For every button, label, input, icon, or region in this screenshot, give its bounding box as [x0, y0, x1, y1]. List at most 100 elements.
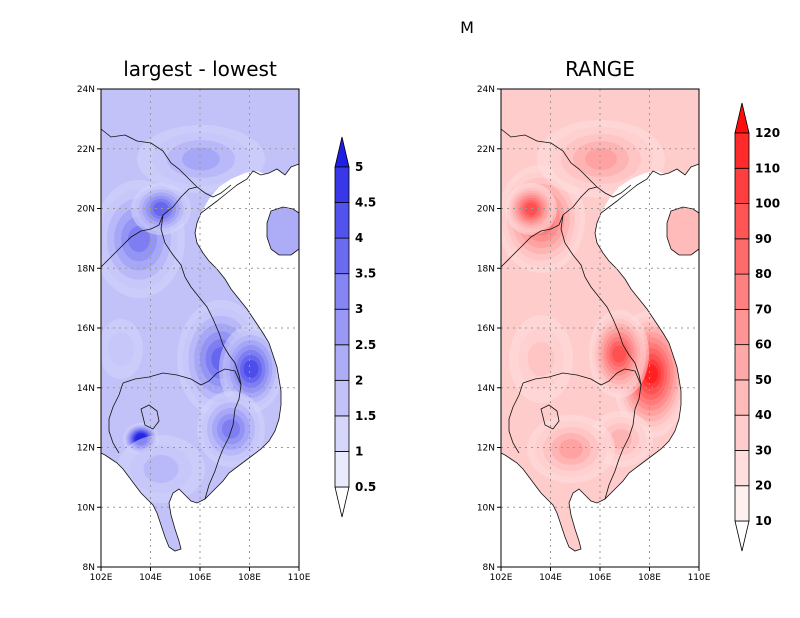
colorbar-segment	[334, 415, 350, 452]
hainan-island	[666, 206, 700, 256]
y-tick-label: 20N	[77, 205, 95, 215]
colorbar-label: 20	[755, 479, 772, 493]
field-contour	[243, 360, 259, 378]
x-tick-label: 104E	[539, 573, 562, 583]
colorbar-segment	[734, 132, 750, 169]
colorbar-label: 3	[355, 302, 363, 316]
y-tick-label: 8N	[83, 563, 95, 573]
border-line	[204, 408, 236, 500]
colorbar-segment	[334, 273, 350, 310]
figure-supertitle: M	[460, 18, 474, 37]
x-axis-ticks: 102E 104E 106E 108E 110E	[490, 567, 711, 583]
colorbar-label: 1.5	[355, 409, 376, 423]
y-tick-label: 8N	[483, 563, 495, 573]
y-tick-label: 18N	[77, 264, 95, 274]
border-line	[500, 128, 632, 198]
colorbar-label: 60	[755, 338, 772, 352]
field-contour	[182, 147, 220, 171]
gulf-of-tonkin	[197, 171, 293, 267]
map-field	[100, 88, 300, 552]
border-line	[508, 382, 524, 454]
colorbar-segment	[334, 237, 350, 275]
x-tick-label: 104E	[139, 573, 162, 583]
x-axis-ticks: 102E 104E 106E 108E 110E	[90, 567, 311, 583]
x-tick-label: 110E	[688, 573, 711, 583]
x-tick-label: 106E	[189, 573, 212, 583]
border-line	[604, 408, 636, 500]
colorbar-label: 90	[755, 232, 772, 246]
colorbar-segment	[734, 308, 750, 346]
colorbar-max-arrow	[734, 102, 750, 134]
y-tick-label: 24N	[77, 85, 95, 95]
colorbar-segment	[334, 166, 350, 203]
border-line	[540, 404, 560, 430]
colorbar-label: 50	[755, 373, 772, 387]
colorbar-label: 0.5	[355, 480, 376, 494]
y-tick-label: 12N	[477, 444, 495, 454]
field-contour	[585, 148, 617, 170]
colorbar-label: 40	[755, 408, 772, 422]
panel-title: RANGE	[565, 57, 635, 81]
panel-title: largest - lowest	[123, 57, 277, 81]
colorbar-segment	[334, 344, 350, 381]
colorbar-label: 4	[355, 231, 363, 245]
field-contour	[643, 364, 659, 384]
colorbar-segment	[734, 273, 750, 310]
colorbar: 10 20 30 40 50 60 70 80 90 100 110 120	[734, 102, 780, 552]
panel-largest-lowest: largest - lowest 102E 104E 106E 108E 110E 24…	[77, 57, 376, 583]
colorbar-segment	[734, 379, 750, 416]
colorbar-label: 4.5	[355, 196, 376, 210]
gulf-of-tonkin	[597, 171, 693, 267]
border-line	[160, 214, 242, 410]
border-line	[100, 186, 198, 268]
y-tick-label: 16N	[77, 324, 95, 334]
country-borders	[100, 128, 242, 500]
border-line	[100, 128, 232, 198]
field-contour	[143, 455, 179, 483]
colorbar-segment	[334, 379, 350, 417]
field-contour	[108, 332, 134, 366]
colorbar-label: 100	[755, 197, 780, 211]
coastline	[100, 88, 300, 552]
field-contour	[610, 429, 632, 449]
map-gridlines	[501, 89, 699, 567]
border-line	[108, 382, 124, 454]
y-tick-label: 18N	[477, 264, 495, 274]
border-line	[500, 186, 598, 268]
x-tick-label: 110E	[288, 573, 311, 583]
colorbar-label: 110	[755, 161, 780, 175]
field-contour	[527, 341, 555, 377]
field-contour	[128, 225, 150, 253]
colorbar-min-arrow	[334, 486, 350, 518]
coastline	[500, 88, 700, 552]
colorbar-label: 30	[755, 443, 772, 457]
y-tick-label: 22N	[77, 145, 95, 155]
border-line	[122, 368, 242, 386]
panel-range: RANGE 102E 104E 106E 108E 110E 24N 22N 20N 18N 1…	[477, 57, 780, 583]
field-contour	[612, 345, 626, 363]
colorbar-label: 120	[755, 126, 780, 140]
border-line	[560, 214, 642, 410]
y-tick-label: 14N	[477, 384, 495, 394]
colorbar-label: 5	[355, 160, 363, 174]
field-contour	[222, 419, 240, 439]
x-tick-label: 106E	[589, 573, 612, 583]
y-axis-ticks: 24N 22N 20N 18N 16N 14N 12N 10N 8N	[77, 85, 101, 573]
colorbar-segment	[734, 238, 750, 275]
y-tick-label: 10N	[77, 503, 95, 513]
colorbar-max-arrow	[334, 136, 350, 168]
colorbar-label: 3.5	[355, 267, 376, 281]
colorbar-segment	[734, 344, 750, 381]
y-tick-label: 22N	[477, 145, 495, 155]
colorbar-label: 70	[755, 302, 772, 316]
colorbar-label: 10	[755, 514, 772, 528]
colorbar-label: 2.5	[355, 338, 376, 352]
field-contour	[559, 439, 583, 459]
colorbar-label: 80	[755, 267, 772, 281]
y-tick-label: 12N	[77, 444, 95, 454]
x-tick-label: 102E	[490, 573, 513, 583]
map-gridlines	[101, 89, 299, 567]
colorbar-label: 2	[355, 373, 363, 387]
x-tick-label: 102E	[90, 573, 113, 583]
